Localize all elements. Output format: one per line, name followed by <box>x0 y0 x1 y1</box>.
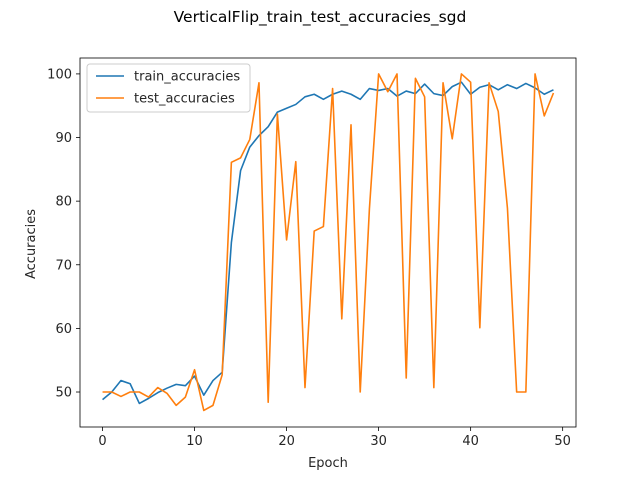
legend-label-train_accuracies: train_accuracies <box>134 70 240 85</box>
y-axis-label: Accuracies <box>24 209 39 279</box>
plot-frame <box>79 57 577 428</box>
x-tick-label: 50 <box>554 434 571 449</box>
series-line-test_accuracies <box>102 73 555 412</box>
y-tick-label: 50 <box>55 386 72 401</box>
x-tick-label: 40 <box>462 434 479 449</box>
series-line-train_accuracies <box>102 81 554 405</box>
chart-title: VerticalFlip_train_test_accuracies_sgd <box>174 8 467 27</box>
y-axis-ticks: 50 60 70 80 90 100 <box>47 67 80 401</box>
plot-lines <box>102 73 555 412</box>
y-tick-label: 100 <box>47 67 72 82</box>
legend-label-test_accuracies: test_accuracies <box>134 92 235 107</box>
x-axis-label: Epoch <box>308 456 348 471</box>
y-tick-label: 60 <box>55 322 72 337</box>
y-tick-label: 80 <box>55 195 72 210</box>
y-tick-label: 70 <box>55 258 72 273</box>
x-tick-label: 30 <box>370 434 387 449</box>
legend-box <box>86 63 251 113</box>
x-tick-label: 20 <box>278 434 295 449</box>
y-tick-label: 90 <box>55 131 72 146</box>
legend: train_accuracies test_accuracies <box>86 63 251 113</box>
x-axis-ticks: 0 10 20 30 40 50 <box>98 427 571 449</box>
x-tick-label: 0 <box>98 434 106 449</box>
x-tick-label: 10 <box>186 434 203 449</box>
